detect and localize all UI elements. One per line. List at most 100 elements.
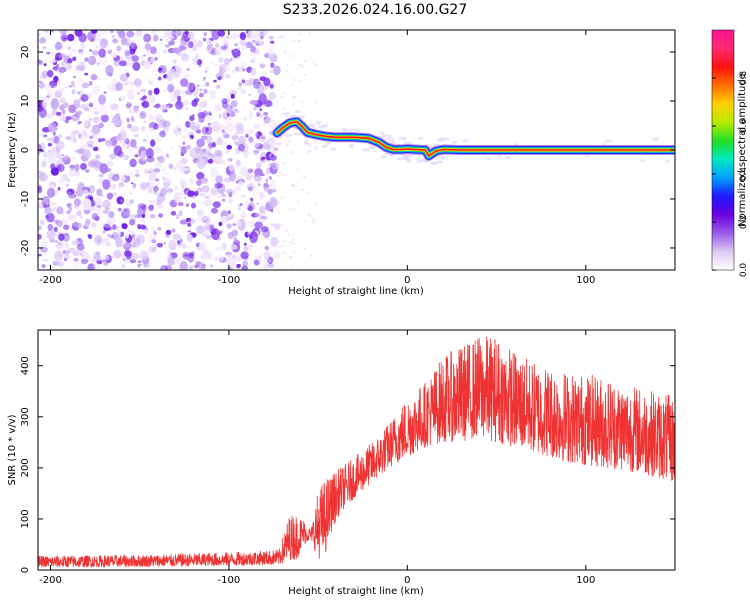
noise-blob: [205, 126, 213, 135]
noise-blob: [115, 237, 123, 248]
noise-blob: [130, 115, 134, 120]
noise-blob: [162, 120, 171, 128]
noise-blob: [302, 175, 306, 179]
noise-blob: [196, 138, 205, 148]
noise-blob: [187, 31, 195, 39]
noise-blob: [113, 250, 122, 259]
noise-blob: [78, 136, 85, 141]
noise-blob: [266, 173, 270, 176]
noise-blob: [38, 170, 43, 175]
noise-blob: [179, 219, 188, 225]
noise-blob: [127, 91, 135, 101]
noise-blob: [142, 139, 147, 142]
noise-blob: [273, 250, 281, 260]
noise-blob: [168, 250, 173, 254]
noise-blob: [73, 76, 77, 79]
noise-blob: [265, 169, 270, 175]
noise-blob: [84, 57, 89, 62]
noise-blob: [198, 263, 206, 270]
noise-blob: [199, 88, 203, 91]
noise-blob: [175, 66, 183, 76]
noise-blob: [227, 266, 233, 270]
noise-blob: [258, 192, 265, 199]
noise-blob: [88, 80, 93, 86]
noise-blob: [242, 199, 250, 210]
noise-blob: [252, 78, 261, 89]
noise-blob: [271, 162, 280, 170]
noise-blob: [235, 131, 240, 137]
noise-blob: [102, 221, 112, 228]
noise-blob: [70, 80, 75, 86]
noise-blob: [141, 226, 147, 230]
noise-blob: [93, 111, 100, 115]
noise-blob: [154, 179, 161, 187]
ridge-halo: [364, 148, 370, 152]
noise-blob: [197, 112, 206, 119]
noise-blob: [106, 226, 113, 231]
noise-blob: [80, 131, 89, 137]
noise-blob: [150, 139, 156, 147]
noise-blob: [200, 192, 205, 197]
noise-blob: [233, 237, 238, 241]
noise-blob: [283, 107, 287, 111]
noise-blob: [257, 183, 261, 186]
noise-blob: [92, 116, 100, 124]
noise-blob: [96, 208, 103, 216]
noise-blob: [65, 116, 72, 121]
noise-blob: [245, 133, 249, 138]
noise-blob: [143, 60, 151, 70]
spectrogram-xtick-label: -100: [218, 275, 241, 286]
noise-blob: [176, 242, 184, 249]
noise-blob: [232, 190, 236, 195]
noise-blob: [271, 198, 278, 205]
noise-blob: [178, 210, 183, 217]
noise-blob: [215, 175, 224, 184]
noise-blob: [157, 76, 162, 81]
noise-blob: [221, 63, 225, 68]
noise-blob: [107, 216, 116, 225]
spectrogram-y-axis: -20 -10 0 10 20: [20, 46, 675, 256]
noise-blob: [218, 124, 226, 131]
noise-blob: [237, 143, 245, 152]
noise-blob: [129, 81, 136, 87]
noise-blob: [167, 188, 174, 193]
noise-blob: [182, 141, 186, 145]
noise-blob: [258, 205, 266, 213]
noise-blob: [52, 127, 56, 133]
noise-blob: [240, 128, 249, 134]
noise-blob: [154, 57, 158, 61]
noise-blob: [118, 60, 128, 67]
noise-blob: [230, 33, 239, 40]
noise-blob: [153, 105, 156, 108]
noise-blob: [68, 206, 73, 212]
noise-blob: [157, 155, 165, 164]
noise-blob: [213, 79, 217, 83]
noise-blob: [97, 204, 104, 209]
noise-blob: [236, 47, 241, 50]
noise-blob: [135, 31, 143, 37]
noise-blob: [41, 264, 46, 269]
noise-blob: [277, 245, 281, 248]
noise-blob: [248, 186, 253, 192]
noise-blob: [181, 52, 190, 62]
noise-blob: [47, 70, 54, 78]
noise-blob: [298, 32, 302, 36]
noise-blob: [64, 119, 70, 124]
noise-blob: [148, 172, 157, 182]
noise-blob: [94, 197, 102, 207]
noise-blob: [232, 70, 236, 73]
noise-blob: [57, 178, 65, 184]
noise-blob: [283, 50, 287, 54]
spectrogram-ytick-label: -20: [20, 240, 31, 256]
noise-blob: [131, 231, 135, 235]
noise-blob: [282, 91, 286, 95]
noise-blob: [112, 38, 119, 44]
noise-blob: [182, 135, 187, 140]
noise-blob: [80, 41, 86, 49]
noise-blob: [267, 189, 273, 195]
noise-blob: [132, 183, 137, 189]
noise-blob: [44, 258, 49, 262]
noise-blob: [52, 66, 59, 71]
spectrogram-noise: [38, 30, 319, 270]
